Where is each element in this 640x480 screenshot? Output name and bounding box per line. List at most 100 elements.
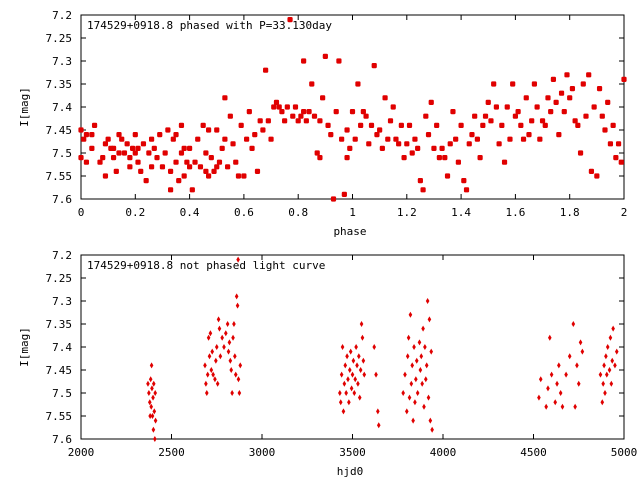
data-point xyxy=(482,113,489,119)
data-point xyxy=(229,367,234,373)
data-point xyxy=(203,362,207,369)
data-point xyxy=(605,344,610,350)
data-point xyxy=(222,136,228,142)
data-point xyxy=(534,104,540,110)
data-point xyxy=(178,122,185,128)
data-point xyxy=(404,141,410,147)
data-point xyxy=(357,353,361,360)
data-point xyxy=(588,168,595,174)
data-point xyxy=(368,122,375,128)
data-point xyxy=(412,136,418,142)
data-point xyxy=(338,390,342,396)
data-point xyxy=(204,380,208,387)
data-point xyxy=(211,371,215,378)
data-point xyxy=(583,113,589,119)
x-tick-label: 1.6 xyxy=(505,206,525,219)
data-point xyxy=(224,330,228,337)
data-point xyxy=(333,109,339,115)
data-point xyxy=(354,344,358,350)
data-point xyxy=(429,348,434,355)
data-point xyxy=(357,394,362,401)
data-point xyxy=(374,371,378,378)
data-point xyxy=(520,136,527,142)
data-point xyxy=(419,353,424,360)
y-tick-label: 7.35 xyxy=(46,318,73,331)
data-point xyxy=(361,357,366,364)
data-points xyxy=(146,256,619,442)
data-point xyxy=(206,173,212,179)
data-point xyxy=(273,99,280,105)
data-point xyxy=(102,173,109,179)
data-point xyxy=(526,132,532,138)
data-point xyxy=(217,325,222,332)
data-point xyxy=(181,173,187,179)
data-point xyxy=(360,334,365,341)
data-point xyxy=(602,362,606,369)
data-point xyxy=(236,376,241,383)
data-point xyxy=(396,141,402,147)
data-point xyxy=(271,104,277,110)
data-point xyxy=(116,150,122,156)
data-point xyxy=(192,159,198,165)
data-point xyxy=(344,390,348,396)
data-point xyxy=(138,168,144,174)
data-point xyxy=(408,311,413,318)
data-point xyxy=(352,136,358,142)
data-point xyxy=(401,155,407,161)
data-point xyxy=(347,367,352,373)
data-point xyxy=(436,155,442,161)
data-point xyxy=(564,371,568,378)
data-point xyxy=(576,380,581,387)
data-point xyxy=(407,394,412,401)
data-point xyxy=(345,353,349,360)
data-point xyxy=(129,145,136,151)
data-point xyxy=(78,127,84,133)
data-point xyxy=(154,155,160,161)
data-point xyxy=(214,164,220,170)
data-point xyxy=(173,159,179,165)
data-point xyxy=(189,187,195,193)
data-point xyxy=(298,113,304,119)
data-point xyxy=(151,380,156,387)
data-point xyxy=(100,155,106,161)
x-tick-label: 3500 xyxy=(339,446,366,459)
data-point xyxy=(428,99,434,105)
data-point xyxy=(564,72,570,78)
data-point xyxy=(442,155,448,161)
data-point xyxy=(501,159,508,165)
data-point xyxy=(347,145,353,151)
data-point xyxy=(405,408,409,415)
data-point xyxy=(417,178,423,184)
data-point xyxy=(228,357,233,364)
data-point xyxy=(303,118,309,124)
data-point xyxy=(148,413,152,419)
data-point xyxy=(344,127,350,133)
data-point xyxy=(339,371,344,378)
data-point xyxy=(349,109,356,115)
data-point xyxy=(135,145,141,151)
data-point xyxy=(167,168,174,174)
data-point xyxy=(152,408,157,415)
data-point xyxy=(577,150,584,156)
data-point xyxy=(222,95,228,101)
data-point xyxy=(165,127,171,133)
data-point xyxy=(148,164,155,170)
data-point xyxy=(209,367,214,373)
data-point xyxy=(430,426,434,433)
data-point xyxy=(220,334,224,341)
data-point xyxy=(116,132,122,138)
data-point xyxy=(538,376,543,383)
x-tick-label: 0.8 xyxy=(288,206,308,219)
data-point xyxy=(398,122,404,128)
data-point xyxy=(418,367,423,373)
data-point xyxy=(127,164,133,170)
data-point xyxy=(512,113,518,119)
data-point xyxy=(149,362,154,369)
data-point xyxy=(422,403,426,410)
y-tick-label: 7.25 xyxy=(46,32,73,45)
data-point xyxy=(234,293,239,300)
data-point xyxy=(265,118,271,124)
data-point xyxy=(343,362,348,369)
x-tick-label: 3000 xyxy=(249,446,276,459)
data-point xyxy=(306,109,312,115)
